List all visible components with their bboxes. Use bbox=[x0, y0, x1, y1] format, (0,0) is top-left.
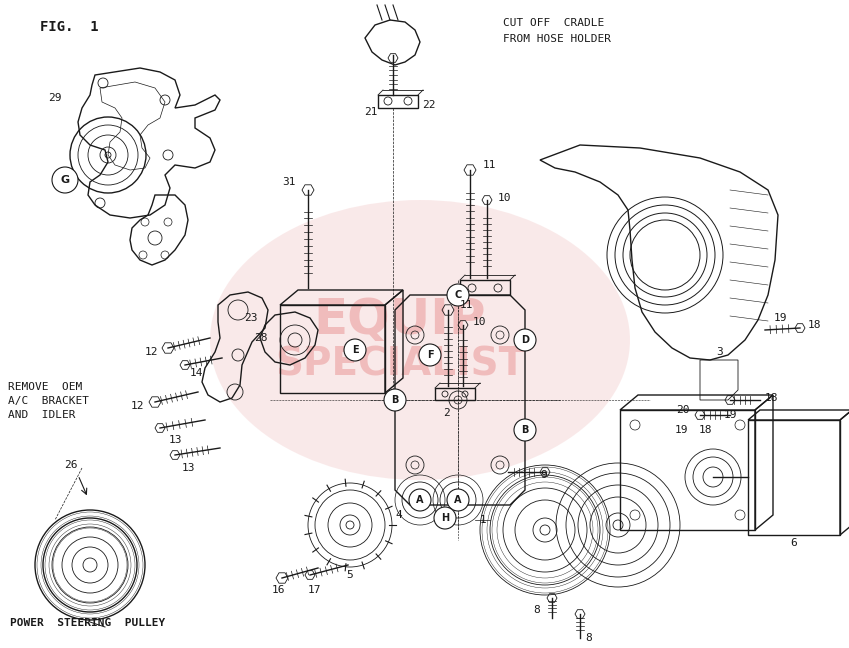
Text: 19: 19 bbox=[674, 425, 688, 435]
Bar bbox=[620, 410, 755, 530]
Text: 19: 19 bbox=[773, 313, 787, 323]
Text: 26: 26 bbox=[65, 460, 78, 470]
Circle shape bbox=[409, 489, 431, 511]
Text: 3: 3 bbox=[717, 347, 723, 357]
Text: F: F bbox=[427, 350, 433, 360]
Text: FIG.  1: FIG. 1 bbox=[40, 20, 98, 34]
Text: A: A bbox=[416, 495, 424, 505]
Text: 29: 29 bbox=[48, 93, 62, 103]
Text: 2: 2 bbox=[444, 408, 450, 418]
Bar bbox=[280, 305, 385, 393]
Text: 10: 10 bbox=[473, 317, 486, 327]
Text: H: H bbox=[441, 513, 449, 523]
Text: 8: 8 bbox=[533, 605, 540, 615]
Text: 20: 20 bbox=[677, 405, 690, 415]
Text: 23: 23 bbox=[245, 313, 258, 323]
Text: 11: 11 bbox=[460, 300, 474, 310]
Circle shape bbox=[384, 389, 406, 411]
Text: CUT OFF  CRADLE: CUT OFF CRADLE bbox=[503, 18, 604, 28]
Text: 22: 22 bbox=[422, 100, 436, 110]
Text: 13: 13 bbox=[168, 435, 182, 445]
Text: 1: 1 bbox=[480, 515, 486, 525]
Text: 5: 5 bbox=[346, 570, 353, 580]
Text: 17: 17 bbox=[307, 585, 321, 595]
Text: 14: 14 bbox=[189, 368, 203, 378]
Circle shape bbox=[419, 344, 441, 366]
Text: POWER  STEERING  PULLEY: POWER STEERING PULLEY bbox=[10, 618, 166, 628]
Circle shape bbox=[52, 167, 78, 193]
Text: C: C bbox=[454, 290, 462, 300]
Text: 31: 31 bbox=[283, 177, 296, 187]
Circle shape bbox=[434, 507, 456, 529]
Circle shape bbox=[447, 284, 469, 306]
Text: E: E bbox=[351, 345, 358, 355]
Text: 12: 12 bbox=[144, 347, 158, 357]
Text: AND  IDLER: AND IDLER bbox=[8, 410, 76, 420]
Text: FROM HOSE HOLDER: FROM HOSE HOLDER bbox=[503, 34, 611, 44]
Text: 18: 18 bbox=[808, 320, 822, 330]
Text: 10: 10 bbox=[498, 193, 511, 203]
Text: B: B bbox=[391, 395, 399, 405]
Circle shape bbox=[514, 419, 536, 441]
Text: 12: 12 bbox=[131, 401, 144, 411]
Text: 18: 18 bbox=[765, 393, 779, 403]
Text: 9: 9 bbox=[540, 470, 547, 480]
Circle shape bbox=[447, 489, 469, 511]
Circle shape bbox=[514, 329, 536, 351]
Bar bbox=[748, 420, 840, 535]
Ellipse shape bbox=[210, 200, 630, 480]
Text: B: B bbox=[521, 425, 529, 435]
Text: 18: 18 bbox=[698, 425, 711, 435]
Text: 19: 19 bbox=[723, 410, 737, 420]
Text: 4: 4 bbox=[395, 510, 402, 520]
Text: 16: 16 bbox=[271, 585, 284, 595]
Text: D: D bbox=[521, 335, 529, 345]
Text: 11: 11 bbox=[483, 160, 497, 170]
Text: REMOVE  OEM: REMOVE OEM bbox=[8, 382, 82, 392]
Text: 21: 21 bbox=[364, 107, 378, 117]
Text: 8: 8 bbox=[585, 633, 592, 643]
Text: 6: 6 bbox=[790, 538, 797, 548]
Text: SPECIALIST: SPECIALIST bbox=[275, 346, 526, 384]
Text: 13: 13 bbox=[181, 463, 194, 473]
Circle shape bbox=[344, 339, 366, 361]
Text: A/C  BRACKET: A/C BRACKET bbox=[8, 396, 89, 406]
Text: G: G bbox=[60, 175, 70, 185]
Text: EQUIP: EQUIP bbox=[314, 296, 486, 344]
Text: A: A bbox=[454, 495, 462, 505]
Text: 28: 28 bbox=[255, 333, 268, 343]
